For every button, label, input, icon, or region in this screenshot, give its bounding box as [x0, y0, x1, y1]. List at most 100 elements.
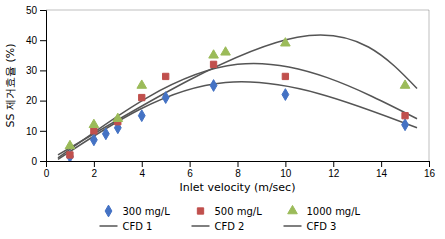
- legend-item: CFD 2: [192, 221, 245, 232]
- tick-mark: [333, 161, 334, 167]
- tick-label: 20: [26, 95, 38, 106]
- tick: 20: [26, 95, 46, 106]
- frame: [46, 10, 429, 11]
- tick-mark: [238, 161, 239, 167]
- tick: 16: [424, 161, 436, 179]
- tick-mark: [40, 40, 46, 41]
- legend-swatch: [197, 208, 203, 214]
- tick: 10: [280, 161, 292, 179]
- tick: 12: [328, 161, 340, 179]
- chart: 0 2 4 6 8 10 12 14 16 0 10 20 30 40 50 Inlet velocity (…: [0, 0, 445, 239]
- legend-swatch: [192, 225, 210, 227]
- legend: 300 mg/L 500 mg/L 1000 mg/L CFD 1 CFD 2 CFD 3: [100, 205, 361, 231]
- tick-label: 8: [235, 168, 241, 179]
- point: [281, 38, 291, 46]
- point: [209, 50, 219, 58]
- legend-swatch: [284, 225, 302, 227]
- point: [89, 119, 99, 127]
- tick-label: 4: [139, 168, 145, 179]
- legend-swatch: [288, 205, 298, 213]
- x-axis-title: Inlet velocity (m/sec): [180, 181, 296, 194]
- tick-mark: [94, 161, 95, 167]
- points: [65, 38, 410, 161]
- axis-line: [40, 11, 47, 162]
- tick-label: 2: [92, 168, 98, 179]
- tick: 0: [44, 161, 50, 179]
- tick-label: 0: [31, 156, 37, 167]
- legend-swatch: [100, 225, 118, 227]
- point: [221, 47, 231, 55]
- legend-item: CFD 1: [100, 221, 153, 232]
- tick: 30: [26, 65, 46, 76]
- plot: 0 2 4 6 8 10 12 14 16 0 10 20 30 40 50 Inlet velocity (…: [4, 5, 435, 194]
- legend-item: 1000 mg/L: [288, 205, 361, 216]
- tick-mark: [40, 70, 46, 71]
- tick-label: 6: [187, 168, 193, 179]
- tick: 10: [26, 126, 46, 137]
- point: [210, 61, 216, 67]
- tick-mark: [40, 10, 46, 11]
- tick-label: 50: [26, 5, 38, 16]
- tick: 2: [92, 161, 98, 179]
- tick-mark: [285, 161, 286, 167]
- legend-label: 1000 mg/L: [307, 206, 361, 217]
- legend-item: 300 mg/L: [105, 205, 170, 217]
- point: [402, 119, 409, 131]
- point: [138, 110, 145, 122]
- line: [58, 63, 417, 158]
- tick-mark: [190, 161, 191, 167]
- legend-label: 300 mg/L: [123, 206, 171, 217]
- legend-label: CFD 3: [307, 221, 337, 232]
- marks: [58, 35, 417, 161]
- legend-label: CFD 2: [215, 221, 245, 232]
- y-axis-title: SS 제거효율 (%): [4, 44, 17, 128]
- point: [282, 73, 288, 79]
- point: [102, 128, 109, 140]
- point: [65, 140, 75, 148]
- tick: 0: [31, 156, 46, 167]
- point: [282, 89, 289, 101]
- tick: 14: [376, 161, 388, 179]
- tick: 6: [187, 161, 193, 179]
- legend-label: CFD 1: [123, 221, 153, 232]
- point: [67, 152, 73, 158]
- tick: 8: [235, 161, 241, 179]
- x-axis: 0 2 4 6 8 10 12 14 16: [44, 161, 436, 179]
- tick-mark: [381, 161, 382, 167]
- tick: 50: [26, 5, 46, 16]
- axis-line: [47, 162, 430, 168]
- tick-mark: [142, 161, 143, 167]
- legend-item: 500 mg/L: [197, 206, 262, 217]
- tick-label: 30: [26, 65, 38, 76]
- tick-label: 12: [328, 168, 340, 179]
- y-axis: 0 10 20 30 40 50: [26, 5, 47, 167]
- legend-swatch: [105, 205, 112, 217]
- tick-label: 14: [376, 168, 388, 179]
- legend-item: CFD 3: [284, 221, 337, 232]
- tick: 40: [26, 35, 46, 46]
- point: [137, 80, 147, 88]
- tick-mark: [40, 131, 46, 132]
- point: [163, 73, 169, 79]
- point: [139, 94, 145, 100]
- point: [67, 151, 74, 161]
- point: [113, 113, 123, 121]
- point: [91, 128, 97, 134]
- line: [58, 35, 417, 155]
- tick: 4: [139, 161, 145, 179]
- point: [210, 80, 217, 92]
- point: [400, 80, 410, 88]
- point: [402, 113, 408, 119]
- tick-mark: [40, 161, 46, 162]
- tick-label: 16: [424, 168, 436, 179]
- point: [162, 92, 169, 104]
- tick-mark: [429, 161, 430, 167]
- point: [90, 134, 97, 146]
- tick-label: 10: [26, 126, 38, 137]
- lines: [58, 35, 417, 160]
- tick-label: 10: [280, 168, 292, 179]
- tick-mark: [40, 101, 46, 102]
- tick-label: 0: [44, 168, 50, 179]
- legend-label: 500 mg/L: [215, 206, 263, 217]
- frame: [429, 10, 430, 161]
